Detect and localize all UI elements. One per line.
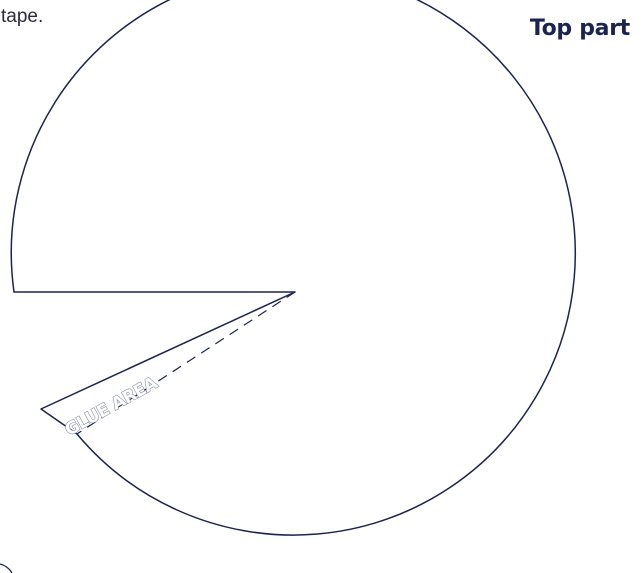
cut-outline bbox=[10, 0, 576, 536]
fold-line bbox=[76, 291, 296, 435]
instruction-text: tape. bbox=[1, 6, 44, 27]
glue-area-label: GLUE AREA bbox=[62, 373, 162, 441]
part-title: Top part bbox=[529, 16, 630, 41]
corner-tab-mark bbox=[0, 563, 13, 573]
